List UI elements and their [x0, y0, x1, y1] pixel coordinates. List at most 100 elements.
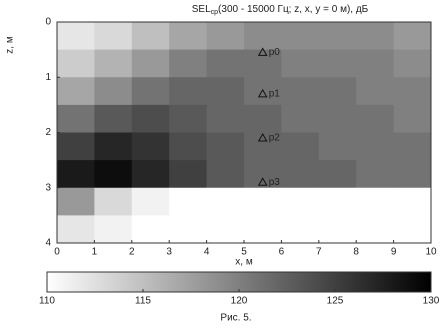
heat-cell: [206, 77, 245, 106]
heat-cell: [131, 132, 170, 161]
heat-cell: [281, 160, 320, 189]
colorbar-tick-label: 120: [231, 296, 248, 307]
heat-cell: [244, 49, 282, 78]
heat-cell: [57, 104, 95, 133]
heat-cell: [169, 160, 208, 189]
heat-cell: [131, 49, 170, 78]
heat-cell: [131, 104, 170, 133]
heat-cell: [318, 132, 357, 161]
heat-cell: [169, 132, 208, 161]
heat-cell: [94, 22, 133, 51]
heat-cell: [57, 77, 95, 106]
annotation-label: p2: [269, 133, 281, 144]
heat-cell: [131, 215, 170, 244]
heat-cell: [281, 49, 320, 78]
annotation-marker: [257, 88, 268, 98]
heat-cell: [131, 22, 170, 51]
heat-cell: [57, 187, 95, 216]
heat-cell: [131, 77, 170, 106]
annotation-marker: [257, 177, 268, 186]
heat-cell: [281, 215, 320, 244]
chart-title: SELср(300 - 15000 Гц; z, x, y = 0 м), дБ: [192, 4, 369, 16]
heat-cell: [281, 77, 320, 106]
heat-cell: [281, 187, 320, 216]
colorbar-tick-label: 125: [327, 296, 344, 307]
heat-cell: [244, 160, 282, 189]
heat-cell: [169, 187, 208, 216]
heat-cell: [94, 187, 133, 216]
x-axis-label: x, м: [235, 257, 253, 268]
heat-cell: [393, 187, 432, 216]
heat-cell: [57, 160, 95, 189]
y-tick-label: 1: [45, 72, 51, 83]
heat-cell: [356, 104, 395, 133]
heat-cell: [356, 215, 395, 244]
y-tick-label: 3: [45, 182, 51, 193]
x-tick-label: 9: [391, 247, 397, 258]
heat-cell: [393, 77, 432, 106]
heat-cell: [356, 160, 395, 189]
heat-cell: [318, 187, 357, 216]
colorbar-tick-label: 115: [135, 296, 151, 307]
heat-cell: [393, 132, 432, 161]
y-tick-label: 4: [45, 238, 51, 249]
colorbar-tick-label: 110: [39, 296, 55, 307]
heat-cell: [244, 187, 282, 216]
heat-cell: [393, 215, 432, 244]
x-tick-label: 5: [241, 247, 247, 258]
heat-cell: [206, 187, 245, 216]
heat-cell: [356, 49, 395, 78]
heat-cell: [281, 22, 320, 51]
heat-cell: [169, 49, 208, 78]
x-tick-label: 2: [129, 247, 135, 258]
y-tick-label: 0: [45, 17, 51, 28]
heat-cell: [244, 104, 282, 133]
x-tick-label: 7: [316, 247, 322, 258]
heat-cell: [318, 215, 357, 244]
heat-cell: [393, 22, 432, 51]
heat-cell: [57, 215, 95, 244]
heat-cell: [206, 49, 245, 78]
x-tick-label: 1: [92, 247, 98, 258]
heat-cell: [244, 77, 282, 106]
heat-cell: [356, 187, 395, 216]
heat-cell: [57, 49, 95, 78]
heat-cell: [318, 104, 357, 133]
heat-cell: [94, 104, 133, 133]
heat-cell: [169, 22, 208, 51]
heat-cell: [318, 22, 357, 51]
colorbar-tick-label: 130: [423, 296, 440, 307]
x-tick-label: 0: [54, 247, 60, 258]
heat-cell: [244, 22, 282, 51]
heat-cell: [57, 132, 95, 161]
heat-cell: [169, 77, 208, 106]
heat-cell: [169, 215, 208, 244]
annotation-label: p0: [269, 47, 281, 58]
heat-cell: [206, 132, 245, 161]
x-tick-label: 3: [166, 247, 172, 258]
heat-cell: [244, 132, 282, 161]
heat-cell: [131, 187, 170, 216]
heat-cell: [356, 132, 395, 161]
heat-cell: [318, 49, 357, 78]
heat-cell: [206, 160, 245, 189]
heat-cell: [281, 104, 320, 133]
annotation-label: p1: [269, 88, 281, 99]
heat-cell: [206, 22, 245, 51]
heat-cell: [356, 22, 395, 51]
heat-cell: [393, 104, 432, 133]
heat-cell: [206, 215, 245, 244]
x-tick-label: 6: [279, 247, 285, 258]
heat-cell: [393, 160, 432, 189]
heat-cell: [318, 160, 357, 189]
heat-cell: [244, 215, 282, 244]
heat-cell: [169, 104, 208, 133]
heat-cell: [356, 77, 395, 106]
heat-cell: [94, 160, 133, 189]
annotation-label: p3: [269, 177, 281, 188]
heat-cell: [94, 77, 133, 106]
heat-cell: [57, 22, 95, 51]
heat-cell: [318, 77, 357, 106]
heat-cell: [94, 215, 133, 244]
